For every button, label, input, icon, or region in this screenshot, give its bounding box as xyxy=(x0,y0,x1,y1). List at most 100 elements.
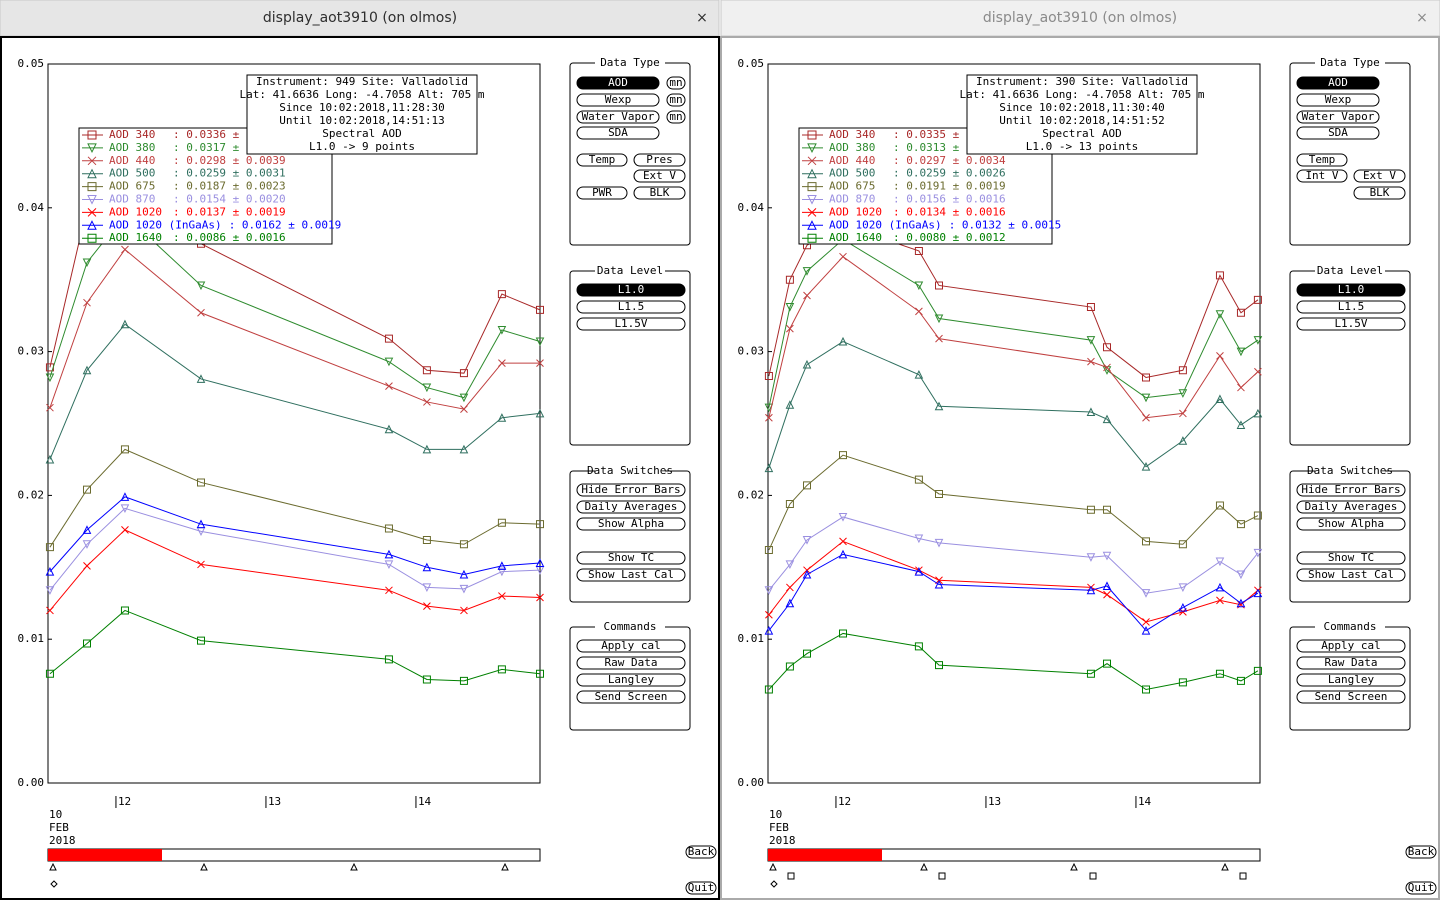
button-label[interactable]: Temp xyxy=(589,153,616,166)
button[interactable] xyxy=(576,568,686,582)
button[interactable] xyxy=(576,186,628,200)
button[interactable] xyxy=(576,656,686,670)
button-label[interactable]: L1.5V xyxy=(614,317,647,330)
button[interactable] xyxy=(1353,169,1406,183)
button-label[interactable]: Int V xyxy=(1305,169,1338,182)
button[interactable] xyxy=(576,483,686,497)
button-label[interactable]: Water Vapor xyxy=(582,110,655,123)
button[interactable] xyxy=(576,283,686,297)
series-line xyxy=(49,323,541,460)
button[interactable] xyxy=(1296,283,1406,297)
button[interactable] xyxy=(576,639,686,653)
back-button[interactable] xyxy=(1405,845,1437,859)
button-label[interactable]: Hide Error Bars xyxy=(581,483,680,496)
button[interactable] xyxy=(1296,110,1380,124)
close-button[interactable]: × xyxy=(696,10,708,26)
button-label[interactable]: Show TC xyxy=(1328,551,1374,564)
button-label[interactable]: SDA xyxy=(1328,126,1348,139)
button-label[interactable]: Raw Data xyxy=(1325,656,1378,669)
button[interactable] xyxy=(576,317,686,331)
button[interactable] xyxy=(1296,690,1406,704)
button-label[interactable]: Water Vapor xyxy=(1302,110,1375,123)
button[interactable] xyxy=(576,673,686,687)
button[interactable] xyxy=(576,300,686,314)
button[interactable] xyxy=(1296,673,1406,687)
button-label[interactable]: L1.0 xyxy=(1338,283,1365,296)
quit-button[interactable] xyxy=(1405,881,1437,895)
button[interactable] xyxy=(666,93,686,107)
button[interactable] xyxy=(1296,153,1348,167)
button-label[interactable]: Pres xyxy=(646,153,673,166)
button-label[interactable]: L1.5 xyxy=(1338,300,1365,313)
button-label[interactable]: Hide Error Bars xyxy=(1301,483,1400,496)
button-label[interactable]: mn xyxy=(669,93,682,106)
button-label[interactable]: L1.5V xyxy=(1334,317,1367,330)
button-label[interactable]: Langley xyxy=(1328,673,1375,686)
button-label[interactable]: Apply cal xyxy=(601,639,661,652)
button[interactable] xyxy=(576,500,686,514)
button-label[interactable]: Daily Averages xyxy=(585,500,678,513)
button-label[interactable]: L1.5 xyxy=(618,300,645,313)
button[interactable] xyxy=(1353,186,1406,200)
button[interactable] xyxy=(1296,169,1348,183)
button-label[interactable]: Show TC xyxy=(608,551,654,564)
quit-label[interactable]: Quit xyxy=(688,881,715,894)
button-label[interactable]: SDA xyxy=(608,126,628,139)
button[interactable] xyxy=(1296,76,1380,90)
button[interactable] xyxy=(633,169,686,183)
button-label[interactable]: Raw Data xyxy=(605,656,658,669)
button-label[interactable]: mn xyxy=(669,76,682,89)
back-label[interactable]: Back xyxy=(688,845,715,858)
button-label[interactable]: mn xyxy=(669,110,682,123)
button-label[interactable]: BLK xyxy=(1370,186,1390,199)
button-label[interactable]: Show Alpha xyxy=(598,517,664,530)
button[interactable] xyxy=(576,76,660,90)
button[interactable] xyxy=(1296,483,1406,497)
button[interactable] xyxy=(576,153,628,167)
button[interactable] xyxy=(1296,639,1406,653)
button[interactable] xyxy=(576,551,686,565)
button[interactable] xyxy=(1296,517,1406,531)
quit-button[interactable] xyxy=(685,881,717,895)
button[interactable] xyxy=(576,690,686,704)
button-label[interactable]: Show Last Cal xyxy=(1308,568,1394,581)
button[interactable] xyxy=(576,517,686,531)
button[interactable] xyxy=(633,153,686,167)
close-button[interactable]: × xyxy=(1416,10,1428,26)
button-label[interactable]: AOD xyxy=(1328,76,1348,89)
button[interactable] xyxy=(666,110,686,124)
button[interactable] xyxy=(1296,551,1406,565)
button[interactable] xyxy=(1296,300,1406,314)
button[interactable] xyxy=(1296,500,1406,514)
button-label[interactable]: Show Last Cal xyxy=(588,568,674,581)
button-label[interactable]: AOD xyxy=(608,76,628,89)
button-label[interactable]: PWR xyxy=(592,186,612,199)
quit-label[interactable]: Quit xyxy=(1408,881,1435,894)
button-label[interactable]: Send Screen xyxy=(595,690,668,703)
back-button[interactable] xyxy=(685,845,717,859)
button[interactable] xyxy=(633,186,686,200)
button[interactable] xyxy=(576,126,660,140)
button-label[interactable]: Ext V xyxy=(643,169,676,182)
button-label[interactable]: Ext V xyxy=(1363,169,1396,182)
button[interactable] xyxy=(1296,656,1406,670)
button-label[interactable]: L1.0 xyxy=(618,283,645,296)
button-label[interactable]: Langley xyxy=(608,673,655,686)
button-label[interactable]: Wexp xyxy=(1325,93,1352,106)
button[interactable] xyxy=(1296,93,1380,107)
button-label[interactable]: Temp xyxy=(1309,153,1336,166)
data-point xyxy=(384,334,393,343)
button-label[interactable]: Daily Averages xyxy=(1305,500,1398,513)
button[interactable] xyxy=(666,76,686,90)
button[interactable] xyxy=(1296,568,1406,582)
button[interactable] xyxy=(576,110,660,124)
button-label[interactable]: Show Alpha xyxy=(1318,517,1384,530)
button-label[interactable]: BLK xyxy=(650,186,670,199)
button[interactable] xyxy=(1296,126,1380,140)
button-label[interactable]: Send Screen xyxy=(1315,690,1388,703)
back-label[interactable]: Back xyxy=(1408,845,1435,858)
button[interactable] xyxy=(1296,317,1406,331)
button[interactable] xyxy=(576,93,660,107)
button-label[interactable]: Wexp xyxy=(605,93,632,106)
button-label[interactable]: Apply cal xyxy=(1321,639,1381,652)
